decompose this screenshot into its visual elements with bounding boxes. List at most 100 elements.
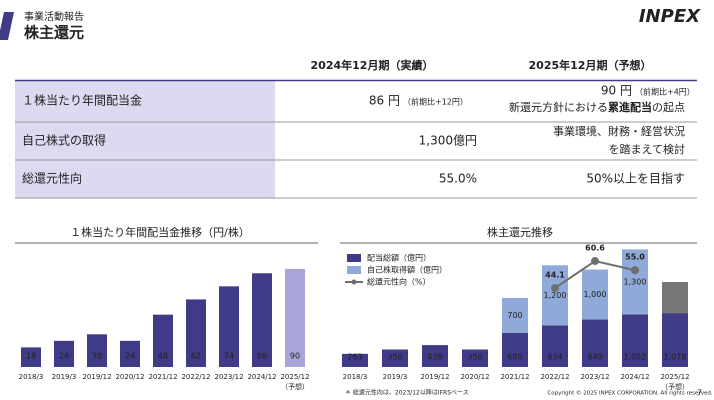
chart-title: 株主還元推移 bbox=[487, 225, 553, 239]
data-label: 1,052 bbox=[624, 353, 647, 362]
row-label: １株当たり年間配当金 bbox=[22, 93, 142, 108]
x-tick-label: 2018/3 bbox=[343, 373, 368, 381]
data-label: 30 bbox=[92, 352, 102, 361]
cell: 90 円 bbox=[601, 84, 632, 98]
bar-segment bbox=[622, 249, 648, 315]
data-label: 350 bbox=[387, 353, 402, 362]
x-tick-label: 2019/3 bbox=[383, 373, 408, 381]
cell-emphasis: 累進配当 bbox=[608, 100, 652, 114]
data-label: 350 bbox=[467, 353, 482, 362]
bar bbox=[186, 299, 206, 367]
x-tick-label: 2022/12 bbox=[181, 373, 210, 381]
title: 株主還元 bbox=[24, 24, 84, 42]
undecided-bar bbox=[662, 282, 688, 313]
accent bbox=[0, 12, 14, 40]
x-tick-label: 2020/12 bbox=[460, 373, 489, 381]
data-label: 1,300 bbox=[624, 277, 647, 286]
x-tick-label: 2018/3 bbox=[19, 373, 44, 381]
cell: 86 円 bbox=[369, 94, 400, 108]
x-tick-label: 2021/12 bbox=[148, 373, 177, 381]
bar bbox=[21, 347, 41, 367]
point bbox=[591, 257, 599, 266]
data-label: 48 bbox=[158, 352, 168, 361]
data-label: 263 bbox=[347, 353, 362, 362]
cell-note: （前期比+12円） bbox=[403, 97, 468, 107]
cell: を踏まえて検討 bbox=[609, 142, 685, 156]
bar-segment bbox=[582, 269, 608, 320]
bar-segment bbox=[462, 349, 488, 367]
footnote: ＊ 総還元性向は、2023/12以降はIFRSベース bbox=[345, 389, 469, 397]
data-label: 700 bbox=[507, 311, 522, 320]
bar-segment bbox=[502, 333, 528, 367]
point bbox=[631, 266, 639, 275]
cell: 1,300億円 bbox=[419, 134, 477, 148]
bar bbox=[285, 268, 305, 367]
x-tick-label: 2019/12 bbox=[82, 373, 111, 381]
bar-segment bbox=[582, 319, 608, 367]
data-label: 18 bbox=[26, 352, 36, 361]
x-tick-label: 2022/12 bbox=[540, 373, 569, 381]
data-label: 60.6 bbox=[585, 244, 605, 253]
bar bbox=[252, 273, 272, 367]
data-label: 55.0 bbox=[625, 253, 645, 262]
x-tick-label: 2024/12 bbox=[247, 373, 276, 381]
logo: INPEX bbox=[639, 6, 701, 27]
copyright: Copyright © 2025 INPEX CORPORATION. All … bbox=[547, 390, 712, 397]
data-label: 90 bbox=[290, 352, 300, 361]
label-column bbox=[15, 81, 275, 198]
bar-segment bbox=[342, 353, 368, 367]
data-label: 834 bbox=[547, 353, 562, 362]
data-label: 62 bbox=[191, 352, 201, 361]
charts: １株当たり年間配当金推移（円/株） 18 2018/3 24 2019/3 30 2019/… bbox=[15, 225, 697, 391]
data-label: 44.1 bbox=[545, 271, 565, 280]
data-label: 24 bbox=[125, 352, 135, 361]
cell: 50%以上を目指す bbox=[586, 171, 685, 186]
page-number: 7 bbox=[697, 389, 702, 398]
data-label: 1,078 bbox=[664, 353, 687, 362]
x-tick-label: 2025/12 bbox=[660, 373, 689, 381]
bar-segment bbox=[622, 314, 648, 367]
bar-segment bbox=[502, 298, 528, 333]
cell-text: の起点 bbox=[652, 101, 685, 114]
legend-swatch bbox=[351, 279, 357, 285]
legend-label: 配当総額（億円） bbox=[367, 253, 431, 263]
bar-segment bbox=[382, 349, 408, 367]
cell-note: （前期比+4円） bbox=[635, 87, 695, 97]
bar-segment bbox=[542, 265, 568, 326]
data-label: 1,000 bbox=[584, 290, 607, 299]
x-tick-label: 2019/12 bbox=[420, 373, 449, 381]
cell-text: 新還元方針における bbox=[509, 100, 608, 114]
x-tick-label: 2020/12 bbox=[115, 373, 144, 381]
bar bbox=[153, 314, 173, 367]
chart-title: １株当たり年間配当金推移（円/株） bbox=[70, 225, 250, 239]
x-tick-label: 2023/12 bbox=[214, 373, 243, 381]
bar bbox=[120, 340, 140, 367]
cell: 事業環境、財務・経営状況 bbox=[553, 124, 685, 138]
cell: 55.0% bbox=[439, 172, 477, 186]
cell: 新還元方針における累進配当の起点 bbox=[509, 100, 685, 114]
legend-swatch bbox=[347, 254, 361, 262]
category: 事業活動報告 bbox=[24, 10, 84, 23]
forecast-note: （予想） bbox=[281, 382, 309, 391]
row-label: 総還元性向 bbox=[22, 171, 82, 186]
x-tick-label: 2019/3 bbox=[52, 373, 77, 381]
x-tick-label: 2021/12 bbox=[500, 373, 529, 381]
data-label: 1,200 bbox=[544, 291, 567, 300]
legend-label: 総還元性向（%） bbox=[367, 277, 431, 287]
x-tick-label: 2024/12 bbox=[620, 373, 649, 381]
bar bbox=[87, 334, 107, 367]
bar-segment bbox=[542, 325, 568, 367]
bar bbox=[54, 340, 74, 367]
bar bbox=[219, 286, 239, 367]
bar-segment bbox=[662, 313, 688, 367]
row-label: 自己株式の取得 bbox=[22, 133, 106, 148]
data-label: 680 bbox=[507, 353, 522, 362]
column-header: 2024年12月期（実績） bbox=[311, 58, 434, 72]
legend-swatch bbox=[347, 266, 361, 274]
data-label: 949 bbox=[587, 353, 602, 362]
forecast-note: （予想） bbox=[661, 382, 689, 391]
x-tick-label: 2023/12 bbox=[580, 373, 609, 381]
legend-label: 自己株取得額（億円） bbox=[367, 265, 447, 275]
